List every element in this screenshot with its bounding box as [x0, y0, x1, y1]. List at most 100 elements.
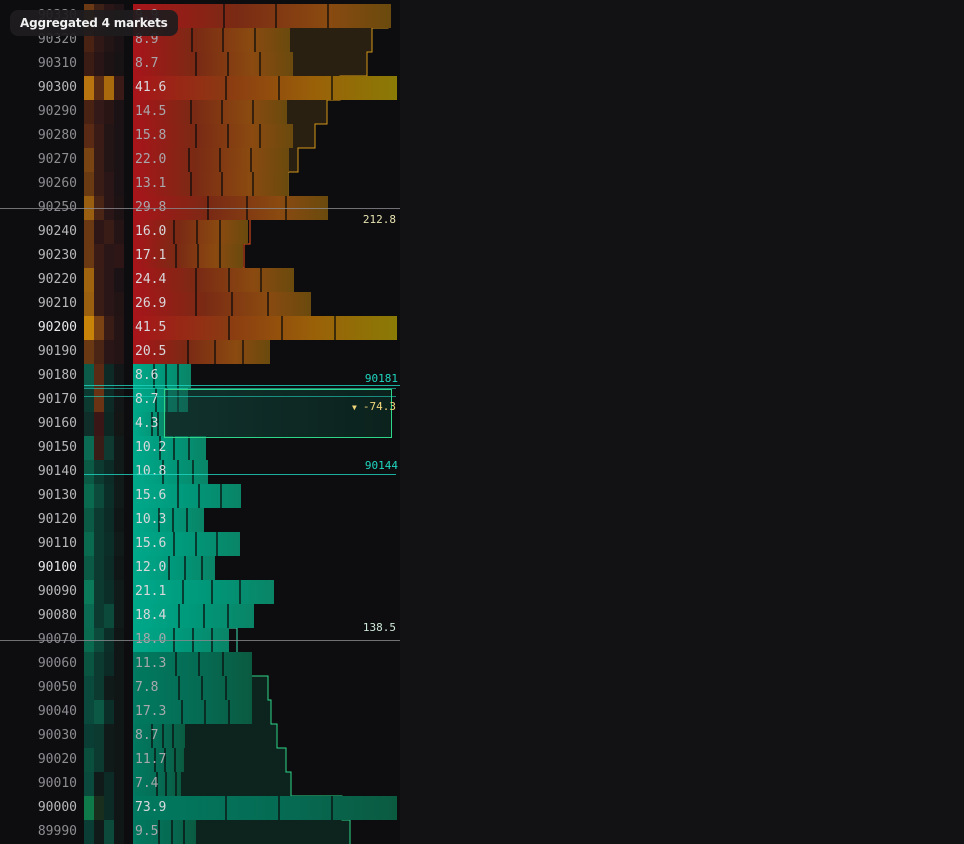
- price-label[interactable]: 90160: [37, 416, 77, 431]
- heatmap-cell: [104, 724, 114, 748]
- trade-tick: [173, 220, 175, 244]
- trade-tick: [181, 700, 183, 724]
- trade-tick: [219, 220, 221, 244]
- heatmap-cell: [94, 28, 104, 52]
- price-label[interactable]: 90280: [37, 128, 77, 143]
- heatmap-cell: [84, 772, 94, 796]
- heatmap-cell: [104, 268, 114, 292]
- trade-tick: [197, 244, 199, 268]
- heatmap-cell: [94, 124, 104, 148]
- heatmap-cell: [94, 316, 104, 340]
- trade-tick: [252, 100, 254, 124]
- heatmap-cell: [114, 484, 124, 508]
- heatmap-cell: [104, 340, 114, 364]
- lower-total-label: 138.5: [362, 621, 396, 634]
- trade-tick: [198, 652, 200, 676]
- depth-shade: [208, 580, 274, 604]
- trade-tick: [177, 484, 179, 508]
- depth-shade: [204, 292, 311, 316]
- price-label[interactable]: 90060: [37, 656, 77, 671]
- heatmap-cell: [104, 652, 114, 676]
- heatmap-cell: [114, 292, 124, 316]
- heatmap-cell: [94, 508, 104, 532]
- price-label[interactable]: 90050: [37, 680, 77, 695]
- price-label[interactable]: 90300: [37, 80, 77, 95]
- price-label[interactable]: 90000: [37, 800, 77, 815]
- price-label[interactable]: 90070: [37, 632, 77, 647]
- trade-tick: [165, 364, 167, 388]
- price-label[interactable]: 90090: [37, 584, 77, 599]
- delta-box[interactable]: [164, 389, 392, 438]
- trade-tick: [259, 52, 261, 76]
- bid-volume-bar: [133, 820, 196, 844]
- trade-tick: [228, 316, 230, 340]
- trade-tick: [195, 532, 197, 556]
- trade-tick: [223, 4, 225, 28]
- price-ladder[interactable]: 903309.9903208.9903108.79030041.69029014…: [0, 0, 400, 844]
- price-label[interactable]: 90030: [37, 728, 77, 743]
- bid-volume-bar: [133, 580, 274, 604]
- trade-tick: [171, 820, 173, 844]
- trade-tick: [195, 292, 197, 316]
- price-label[interactable]: 90260: [37, 176, 77, 191]
- trade-tick: [227, 52, 229, 76]
- trade-tick: [228, 700, 230, 724]
- price-label[interactable]: 90120: [37, 512, 77, 527]
- volume-label: 11.7: [135, 752, 167, 767]
- trade-tick: [151, 412, 153, 436]
- trade-tick: [173, 532, 175, 556]
- price-label[interactable]: 90200: [37, 320, 77, 335]
- price-label[interactable]: 90170: [37, 392, 77, 407]
- trade-tick: [227, 124, 229, 148]
- heatmap-cell: [94, 172, 104, 196]
- trade-tick: [156, 772, 158, 796]
- price-label[interactable]: 90150: [37, 440, 77, 455]
- price-label[interactable]: 90110: [37, 536, 77, 551]
- price-label[interactable]: 90020: [37, 752, 77, 767]
- ask-volume-bar: [133, 76, 397, 100]
- price-label[interactable]: 90210: [37, 296, 77, 311]
- trade-tick: [278, 796, 280, 820]
- chart-area[interactable]: [400, 0, 964, 844]
- trade-tick: [334, 316, 336, 340]
- heatmap-cell: [114, 532, 124, 556]
- price-label[interactable]: 90080: [37, 608, 77, 623]
- bid-volume-bar: [133, 796, 397, 820]
- heatmap-cell: [94, 100, 104, 124]
- trade-tick: [178, 604, 180, 628]
- price-label[interactable]: 90250: [37, 200, 77, 215]
- heatmap-cell: [104, 124, 114, 148]
- price-label[interactable]: 90310: [37, 56, 77, 71]
- trade-tick: [252, 172, 254, 196]
- price-label[interactable]: 90180: [37, 368, 77, 383]
- depth-shade: [177, 508, 204, 532]
- price-label[interactable]: 90230: [37, 248, 77, 263]
- price-label[interactable]: 90130: [37, 488, 77, 503]
- trade-tick: [219, 148, 221, 172]
- trade-tick: [158, 508, 160, 532]
- heatmap-cell: [84, 700, 94, 724]
- price-label[interactable]: 90040: [37, 704, 77, 719]
- trade-tick: [219, 244, 221, 268]
- trade-tick: [225, 796, 227, 820]
- price-label[interactable]: 90290: [37, 104, 77, 119]
- price-label[interactable]: 90190: [37, 344, 77, 359]
- depth-shade: [185, 316, 397, 340]
- trade-tick: [196, 220, 198, 244]
- total-line-upper: [0, 208, 400, 209]
- heatmap-cell: [94, 604, 104, 628]
- trade-tick: [177, 364, 179, 388]
- price-label[interactable]: 90010: [37, 776, 77, 791]
- bid-volume-bar: [133, 604, 254, 628]
- price-label[interactable]: 90100: [37, 560, 77, 575]
- heatmap-cell: [94, 748, 104, 772]
- heatmap-cell: [104, 604, 114, 628]
- price-label[interactable]: 90270: [37, 152, 77, 167]
- volume-label: 29.8: [135, 200, 167, 215]
- ask-volume-bar: [133, 268, 294, 292]
- price-label[interactable]: 89990: [37, 824, 77, 839]
- price-label[interactable]: 90240: [37, 224, 77, 239]
- price-label[interactable]: 90140: [37, 464, 77, 479]
- price-label[interactable]: 90220: [37, 272, 77, 287]
- bid-volume-bar: [133, 364, 191, 388]
